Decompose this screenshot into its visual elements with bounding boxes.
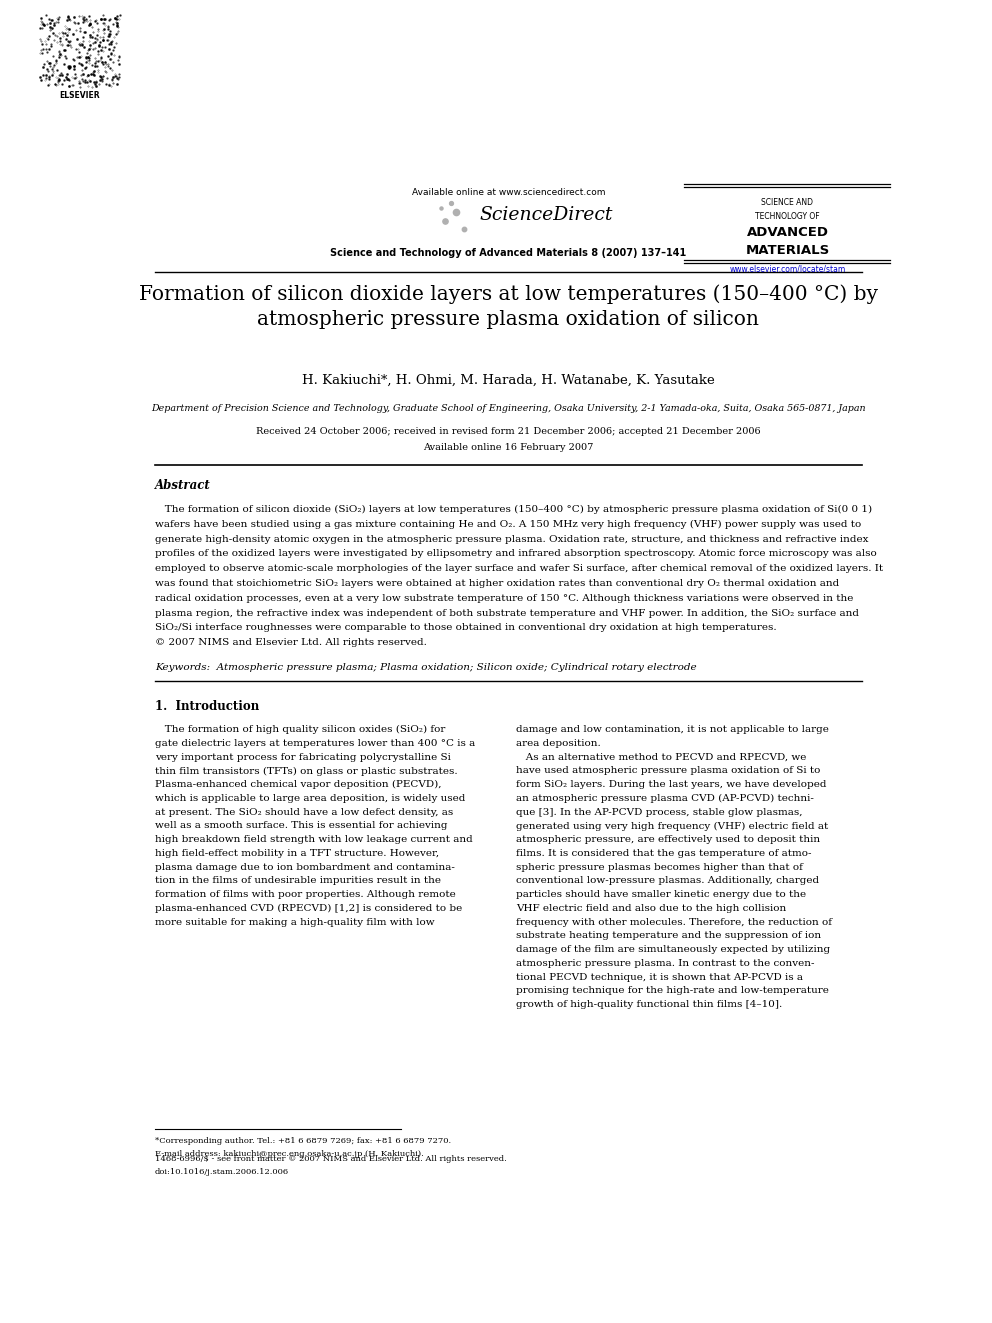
Text: Plasma-enhanced chemical vapor deposition (PECVD),: Plasma-enhanced chemical vapor depositio… <box>155 781 441 790</box>
Text: well as a smooth surface. This is essential for achieving: well as a smooth surface. This is essent… <box>155 822 447 831</box>
Text: at present. The SiO₂ should have a low defect density, as: at present. The SiO₂ should have a low d… <box>155 807 453 816</box>
Text: Formation of silicon dioxide layers at low temperatures (150–400 °C) by
atmosphe: Formation of silicon dioxide layers at l… <box>139 284 878 328</box>
Text: © 2007 NIMS and Elsevier Ltd. All rights reserved.: © 2007 NIMS and Elsevier Ltd. All rights… <box>155 638 427 647</box>
Text: The formation of high quality silicon oxides (SiO₂) for: The formation of high quality silicon ox… <box>155 725 445 734</box>
Text: doi:10.1016/j.stam.2006.12.006: doi:10.1016/j.stam.2006.12.006 <box>155 1168 289 1176</box>
Text: *Corresponding author. Tel.: +81 6 6879 7269; fax: +81 6 6879 7270.: *Corresponding author. Tel.: +81 6 6879 … <box>155 1136 451 1144</box>
Text: que [3]. In the AP-PCVD process, stable glow plasmas,: que [3]. In the AP-PCVD process, stable … <box>516 807 803 816</box>
Text: profiles of the oxidized layers were investigated by ellipsometry and infrared a: profiles of the oxidized layers were inv… <box>155 549 877 558</box>
Text: 1468-6996/$ - see front matter © 2007 NIMS and Elsevier Ltd. All rights reserved: 1468-6996/$ - see front matter © 2007 NI… <box>155 1155 507 1163</box>
Text: generated using very high frequency (VHF) electric field at: generated using very high frequency (VHF… <box>516 822 828 831</box>
Text: damage and low contamination, it is not applicable to large: damage and low contamination, it is not … <box>516 725 829 734</box>
Text: substrate heating temperature and the suppression of ion: substrate heating temperature and the su… <box>516 931 821 941</box>
Text: particles should have smaller kinetic energy due to the: particles should have smaller kinetic en… <box>516 890 806 900</box>
Text: Keywords:  Atmospheric pressure plasma; Plasma oxidation; Silicon oxide; Cylindr: Keywords: Atmospheric pressure plasma; P… <box>155 663 696 672</box>
Text: 1.  Introduction: 1. Introduction <box>155 700 259 713</box>
Text: E-mail address: kakiuchi@prec.eng.osaka-u.ac.jp (H. Kakiuchi).: E-mail address: kakiuchi@prec.eng.osaka-… <box>155 1150 424 1158</box>
Text: SiO₂/Si interface roughnesses were comparable to those obtained in conventional : SiO₂/Si interface roughnesses were compa… <box>155 623 777 632</box>
Text: Science and Technology of Advanced Materials 8 (2007) 137–141: Science and Technology of Advanced Mater… <box>330 249 686 258</box>
Text: gate dielectric layers at temperatures lower than 400 °C is a: gate dielectric layers at temperatures l… <box>155 740 475 747</box>
Text: spheric pressure plasmas becomes higher than that of: spheric pressure plasmas becomes higher … <box>516 863 803 872</box>
Text: ADVANCED: ADVANCED <box>746 226 828 239</box>
Text: tional PECVD technique, it is shown that AP-PCVD is a: tional PECVD technique, it is shown that… <box>516 972 804 982</box>
Text: plasma-enhanced CVD (RPECVD) [1,2] is considered to be: plasma-enhanced CVD (RPECVD) [1,2] is co… <box>155 904 462 913</box>
Text: growth of high-quality functional thin films [4–10].: growth of high-quality functional thin f… <box>516 1000 783 1009</box>
Text: formation of films with poor properties. Although remote: formation of films with poor properties.… <box>155 890 455 900</box>
Text: high field-effect mobility in a TFT structure. However,: high field-effect mobility in a TFT stru… <box>155 849 438 857</box>
Text: Abstract: Abstract <box>155 479 210 492</box>
Text: wafers have been studied using a gas mixture containing He and O₂. A 150 MHz ver: wafers have been studied using a gas mix… <box>155 520 861 529</box>
Text: area deposition.: area deposition. <box>516 740 601 747</box>
Text: was found that stoichiometric SiO₂ layers were obtained at higher oxidation rate: was found that stoichiometric SiO₂ layer… <box>155 579 839 587</box>
Text: As an alternative method to PECVD and RPECVD, we: As an alternative method to PECVD and RP… <box>516 753 806 762</box>
Text: Available online at www.sciencedirect.com: Available online at www.sciencedirect.co… <box>412 188 605 197</box>
Text: very important process for fabricating polycrystalline Si: very important process for fabricating p… <box>155 753 450 762</box>
Text: Department of Precision Science and Technology, Graduate School of Engineering, : Department of Precision Science and Tech… <box>151 405 866 413</box>
Text: have used atmospheric pressure plasma oxidation of Si to: have used atmospheric pressure plasma ox… <box>516 766 820 775</box>
Text: plasma damage due to ion bombardment and contamina-: plasma damage due to ion bombardment and… <box>155 863 454 872</box>
Text: employed to observe atomic-scale morphologies of the layer surface and wafer Si : employed to observe atomic-scale morphol… <box>155 564 883 573</box>
Text: more suitable for making a high-quality film with low: more suitable for making a high-quality … <box>155 918 434 926</box>
Text: www.elsevier.com/locate/stam: www.elsevier.com/locate/stam <box>729 265 845 274</box>
Text: VHF electric field and also due to the high collision: VHF electric field and also due to the h… <box>516 904 787 913</box>
Text: radical oxidation processes, even at a very low substrate temperature of 150 °C.: radical oxidation processes, even at a v… <box>155 594 853 603</box>
Text: Available online 16 February 2007: Available online 16 February 2007 <box>424 443 593 452</box>
Text: SCIENCE AND: SCIENCE AND <box>762 198 813 208</box>
Text: Received 24 October 2006; received in revised form 21 December 2006; accepted 21: Received 24 October 2006; received in re… <box>256 427 761 435</box>
Text: films. It is considered that the gas temperature of atmo-: films. It is considered that the gas tem… <box>516 849 811 857</box>
Text: which is applicable to large area deposition, is widely used: which is applicable to large area deposi… <box>155 794 465 803</box>
Text: tion in the films of undesirable impurities result in the: tion in the films of undesirable impurit… <box>155 876 440 885</box>
Text: plasma region, the refractive index was independent of both substrate temperatur: plasma region, the refractive index was … <box>155 609 859 618</box>
Text: TECHNOLOGY OF: TECHNOLOGY OF <box>755 212 819 221</box>
Text: ELSEVIER: ELSEVIER <box>60 90 99 99</box>
Text: conventional low-pressure plasmas. Additionally, charged: conventional low-pressure plasmas. Addit… <box>516 876 819 885</box>
Text: generate high-density atomic oxygen in the atmospheric pressure plasma. Oxidatio: generate high-density atomic oxygen in t… <box>155 534 868 544</box>
Text: high breakdown field strength with low leakage current and: high breakdown field strength with low l… <box>155 835 472 844</box>
Text: atmospheric pressure, are effectively used to deposit thin: atmospheric pressure, are effectively us… <box>516 835 820 844</box>
Text: thin film transistors (TFTs) on glass or plastic substrates.: thin film transistors (TFTs) on glass or… <box>155 766 457 775</box>
Text: promising technique for the high-rate and low-temperature: promising technique for the high-rate an… <box>516 987 829 995</box>
Text: form SiO₂ layers. During the last years, we have developed: form SiO₂ layers. During the last years,… <box>516 781 826 790</box>
Text: ScienceDirect: ScienceDirect <box>479 206 613 224</box>
Text: The formation of silicon dioxide (SiO₂) layers at low temperatures (150–400 °C) : The formation of silicon dioxide (SiO₂) … <box>155 505 872 515</box>
Text: damage of the film are simultaneously expected by utilizing: damage of the film are simultaneously ex… <box>516 945 830 954</box>
Text: atmospheric pressure plasma. In contrast to the conven-: atmospheric pressure plasma. In contrast… <box>516 959 814 968</box>
Text: MATERIALS: MATERIALS <box>745 245 829 258</box>
Text: frequency with other molecules. Therefore, the reduction of: frequency with other molecules. Therefor… <box>516 918 832 926</box>
Text: H. Kakiuchi*, H. Ohmi, M. Harada, H. Watanabe, K. Yasutake: H. Kakiuchi*, H. Ohmi, M. Harada, H. Wat… <box>302 373 715 386</box>
Text: an atmospheric pressure plasma CVD (AP-PCVD) techni-: an atmospheric pressure plasma CVD (AP-P… <box>516 794 814 803</box>
